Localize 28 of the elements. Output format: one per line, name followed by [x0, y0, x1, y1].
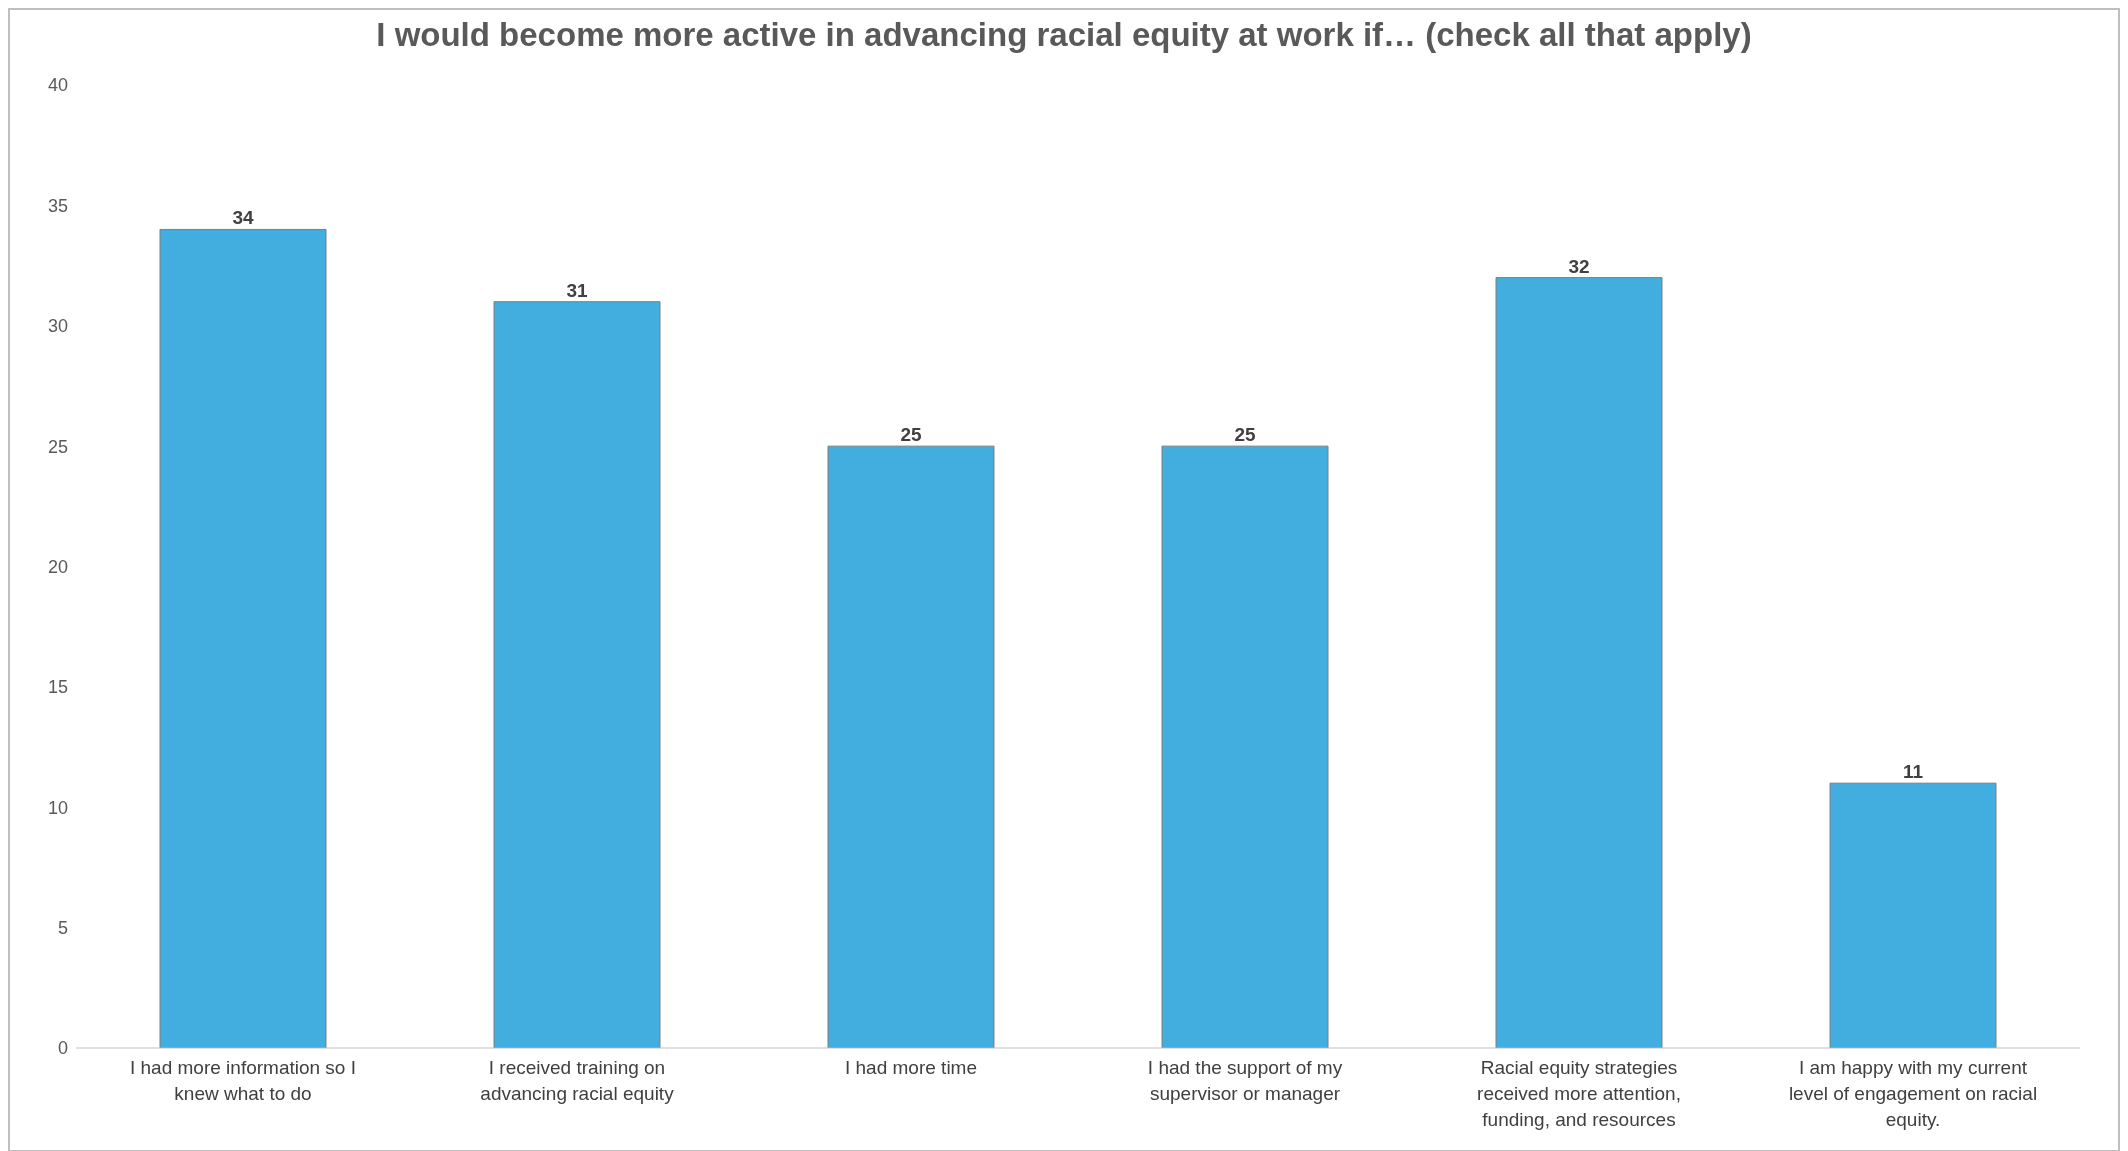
chart-title: I would become more active in advancing racial equity at work if… (check all that apply): [375, 16, 1753, 54]
bar: [827, 445, 995, 1048]
y-tick-label: 25: [47, 436, 68, 457]
bar: [159, 228, 327, 1048]
x-tick-label: I received training on advancing racial equity: [480, 1057, 675, 1104]
bar: [1829, 782, 1997, 1048]
data-label: 31: [566, 279, 588, 301]
x-tick-label: I had more information so I knew what to do: [130, 1057, 356, 1104]
data-label: 32: [1568, 255, 1590, 277]
data-label: 25: [900, 424, 922, 446]
x-tick-label: I am happy with my current level of engagement on racial equity.: [1788, 1057, 2038, 1130]
x-tick-label: I had the support of my supervisor or manager: [1147, 1057, 1343, 1104]
y-tick-label: 10: [47, 797, 68, 818]
data-label: 34: [232, 207, 254, 229]
y-tick-label: 20: [47, 556, 68, 577]
y-tick-label: 15: [47, 677, 68, 698]
y-tick-label: 30: [47, 316, 68, 337]
x-tick-label: Racial equity strategies received more attention, funding, and resources: [1477, 1057, 1681, 1130]
bar: [493, 301, 661, 1048]
y-tick-label: 35: [47, 195, 68, 216]
y-tick-label: 5: [57, 918, 68, 939]
x-tick-label: I had more time: [845, 1057, 977, 1078]
y-tick-label: 0: [57, 1038, 68, 1059]
data-label: 25: [1234, 424, 1256, 446]
bar: [1495, 277, 1663, 1048]
y-tick-label: 40: [47, 75, 68, 96]
bar: [1161, 445, 1329, 1048]
data-label: 11: [1902, 761, 1924, 783]
